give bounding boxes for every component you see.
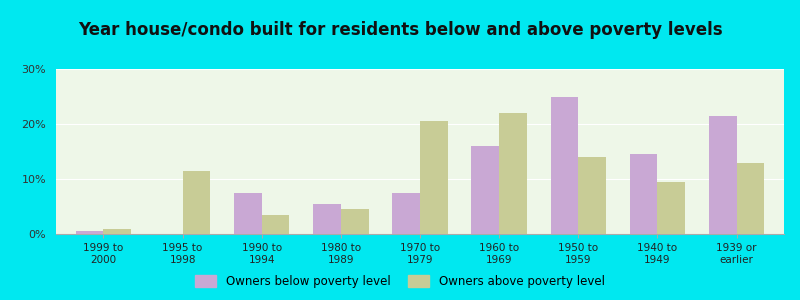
Bar (471, 146, 499, 234)
Bar (709, 116, 737, 234)
Bar (630, 154, 658, 234)
Text: Year house/condo built for residents below and above poverty levels: Year house/condo built for residents bel… (78, 21, 722, 39)
Bar (103, 229, 131, 234)
Bar (182, 171, 210, 234)
Bar (234, 193, 262, 234)
Bar (737, 163, 764, 234)
Legend: Owners below poverty level, Owners above poverty level: Owners below poverty level, Owners above… (191, 271, 609, 291)
Bar (262, 215, 290, 234)
Bar (499, 113, 527, 234)
Bar (341, 209, 369, 234)
Bar (313, 204, 341, 234)
Bar (76, 231, 103, 234)
Bar (550, 97, 578, 234)
Bar (420, 121, 448, 234)
Bar (578, 157, 606, 234)
Bar (658, 182, 685, 234)
Bar (392, 193, 420, 234)
